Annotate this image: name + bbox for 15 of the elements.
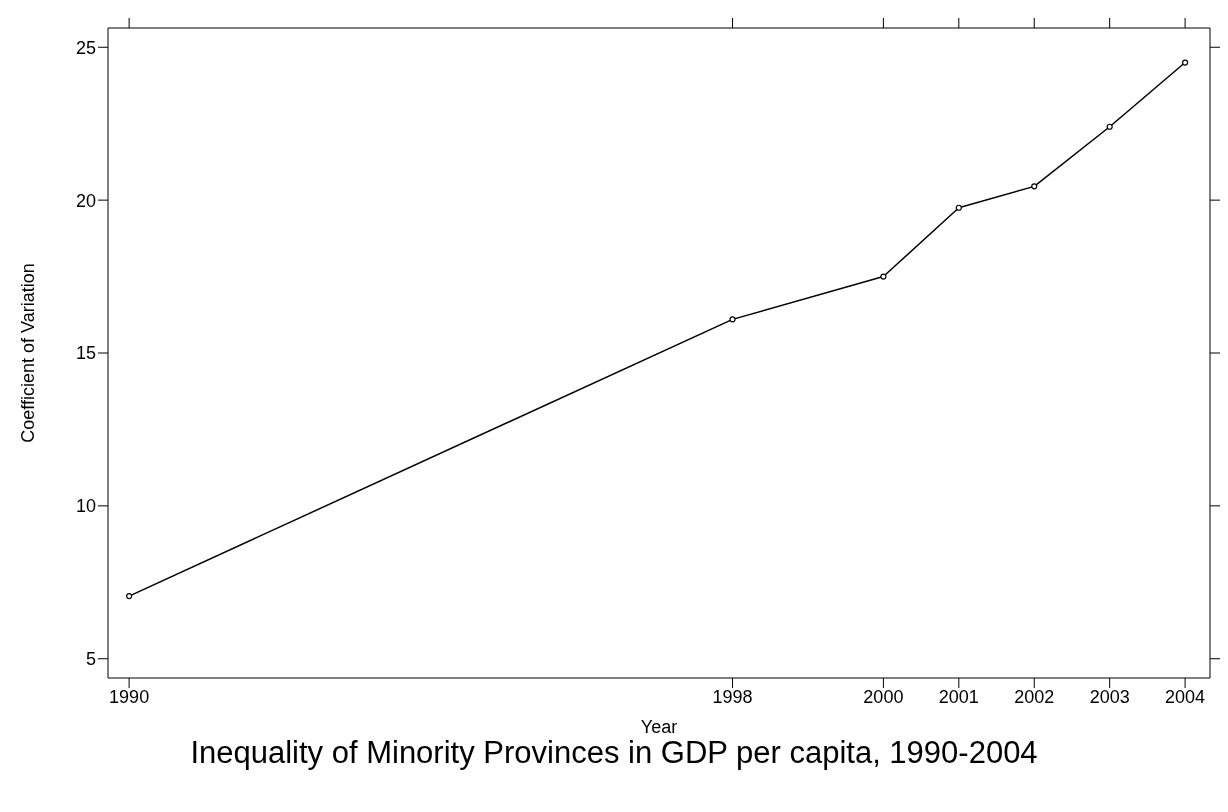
x-tick-label: 2004 (1165, 686, 1206, 707)
x-tick-label: 2002 (1014, 686, 1055, 707)
y-axis-title: Coefficient of Variation (18, 263, 39, 443)
x-tick-label: 2003 (1089, 686, 1130, 707)
y-tick-label: 20 (75, 190, 96, 211)
y-tick-label: 5 (85, 649, 96, 670)
x-axis-title: Year (640, 717, 678, 737)
x-tick-label: 2001 (938, 686, 979, 707)
x-tick-label: 2000 (863, 686, 904, 707)
text: Inequality of Minority Provinces in GDP per capita, 1990-2004 (189, 735, 1039, 771)
x-tick-label: 1990 (109, 686, 150, 707)
y-tick-label: 10 (75, 496, 96, 517)
x-tick-label: 1998 (712, 686, 753, 707)
y-tick-label: 15 (75, 343, 96, 364)
y-tick-label: 25 (75, 37, 96, 58)
